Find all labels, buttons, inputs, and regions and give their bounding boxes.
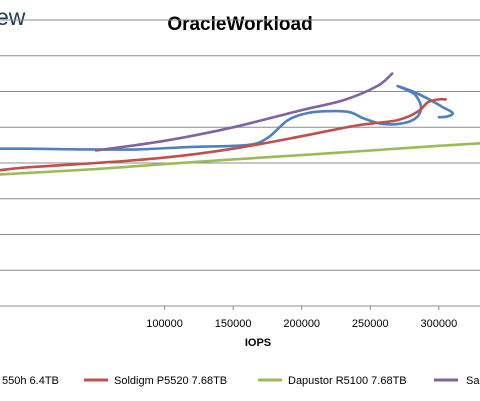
legend-label: Dapustor R5100 7.68TB [288,375,407,387]
logo: ew [0,4,26,30]
x-tick-labels: 100000 150000 200000 250000 300000 [146,306,457,330]
x-tick-label: 200000 [283,318,320,330]
x-tick-label: 300000 [420,318,457,330]
series-line-4 [94,72,394,152]
legend-label: 550h 6.4TB [2,375,59,387]
x-tick-label: 100000 [146,318,183,330]
chart-title: OracleWorkload [167,14,313,35]
legend-label: Soldigm P5520 7.68TB [114,375,227,387]
x-tick-label: 250000 [352,318,389,330]
series-line-1 [0,84,454,151]
x-axis-label: IOPS [245,337,271,349]
series-line-2 [0,97,447,172]
x-tick-label: 150000 [215,318,252,330]
legend: 550h 6.4TB Soldigm P5520 7.68TB Dapustor R… [2,375,480,387]
series-lines [0,72,480,176]
gridlines [0,19,480,307]
legend-label: Sa [466,375,480,387]
series-line-3 [0,142,480,176]
